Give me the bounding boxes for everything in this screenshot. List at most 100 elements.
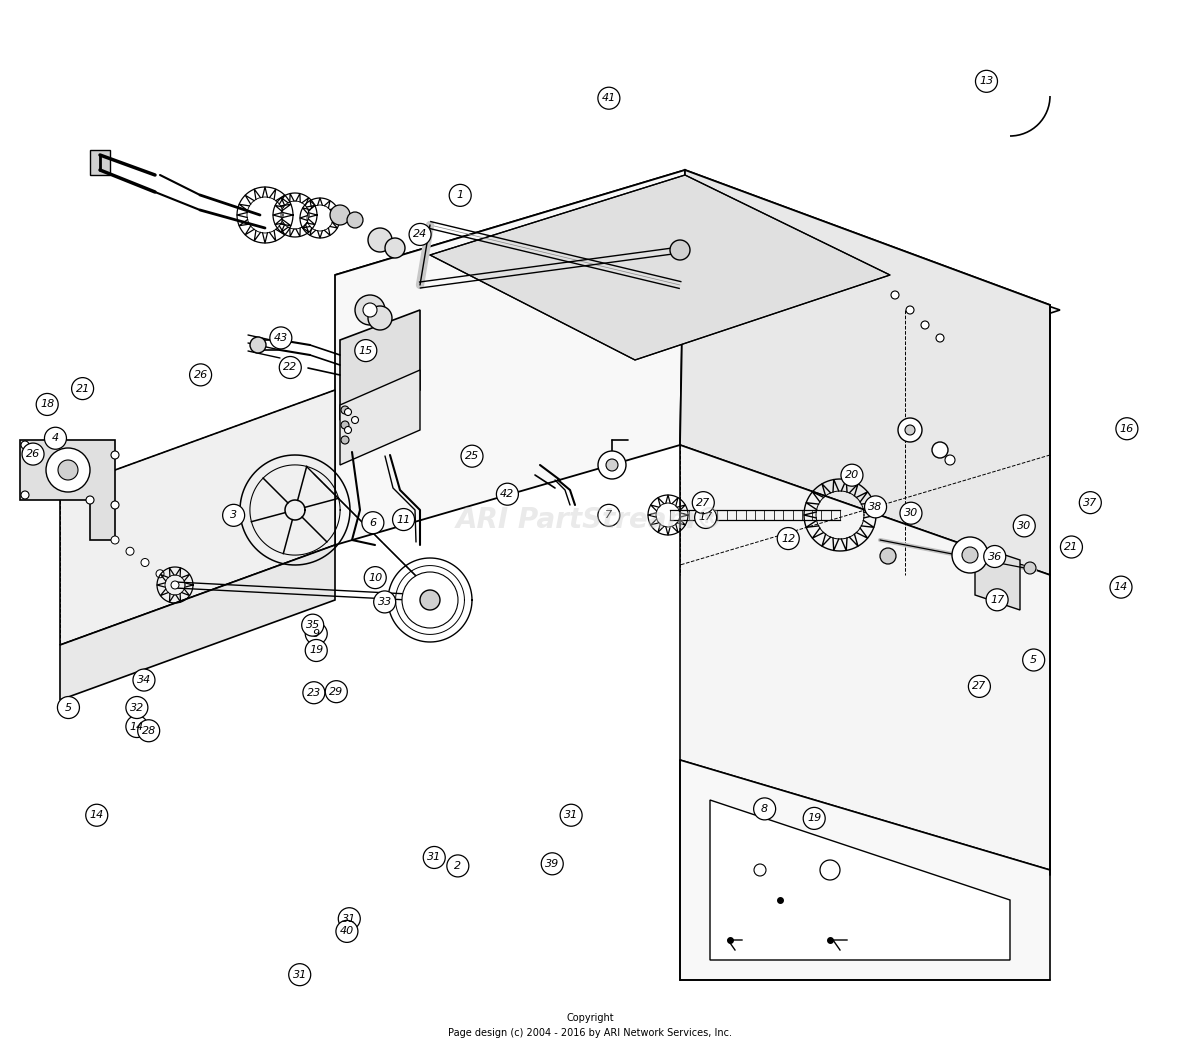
- Polygon shape: [340, 180, 1060, 420]
- Circle shape: [72, 378, 93, 399]
- Circle shape: [984, 546, 1005, 567]
- Polygon shape: [710, 800, 1010, 960]
- Circle shape: [250, 337, 266, 353]
- Polygon shape: [680, 445, 1050, 870]
- Text: 1: 1: [457, 190, 464, 201]
- Circle shape: [385, 238, 405, 258]
- Polygon shape: [975, 545, 1020, 610]
- Text: 38: 38: [868, 502, 883, 512]
- Circle shape: [447, 855, 468, 876]
- Circle shape: [598, 451, 627, 479]
- Circle shape: [156, 570, 164, 578]
- Text: Page design (c) 2004 - 2016 by ARI Network Services, Inc.: Page design (c) 2004 - 2016 by ARI Netwo…: [448, 1027, 732, 1038]
- Circle shape: [111, 536, 119, 544]
- Text: 27: 27: [696, 497, 710, 508]
- Circle shape: [355, 295, 385, 325]
- Text: 15: 15: [359, 345, 373, 356]
- Text: 35: 35: [306, 620, 320, 630]
- Text: 5: 5: [65, 702, 72, 713]
- Text: 32: 32: [130, 702, 144, 713]
- Text: 6: 6: [369, 517, 376, 528]
- Text: 2: 2: [454, 861, 461, 871]
- Circle shape: [1080, 492, 1101, 513]
- Circle shape: [126, 697, 148, 718]
- Text: 21: 21: [76, 383, 90, 394]
- Circle shape: [341, 421, 349, 429]
- Circle shape: [841, 465, 863, 486]
- Circle shape: [497, 484, 518, 505]
- Circle shape: [46, 448, 90, 492]
- Text: Copyright: Copyright: [566, 1013, 614, 1023]
- Polygon shape: [680, 170, 1050, 576]
- Text: 4: 4: [52, 433, 59, 444]
- Text: 5: 5: [1030, 655, 1037, 665]
- Text: 8: 8: [761, 804, 768, 814]
- Circle shape: [86, 805, 107, 826]
- Text: 14: 14: [90, 810, 104, 821]
- Circle shape: [670, 240, 690, 260]
- Polygon shape: [340, 310, 420, 420]
- Circle shape: [598, 505, 620, 526]
- Circle shape: [542, 853, 563, 874]
- Circle shape: [1024, 562, 1036, 574]
- Circle shape: [339, 908, 360, 929]
- Polygon shape: [335, 170, 686, 545]
- Circle shape: [754, 864, 766, 876]
- Polygon shape: [335, 170, 1050, 415]
- Polygon shape: [680, 760, 1050, 980]
- Circle shape: [302, 615, 323, 636]
- Text: 11: 11: [396, 514, 411, 525]
- Circle shape: [133, 670, 155, 691]
- Circle shape: [352, 416, 359, 423]
- Circle shape: [289, 964, 310, 985]
- Circle shape: [1116, 418, 1138, 439]
- Circle shape: [820, 860, 840, 880]
- Circle shape: [140, 559, 149, 566]
- Text: 7: 7: [605, 510, 612, 521]
- Circle shape: [223, 505, 244, 526]
- Polygon shape: [20, 440, 114, 540]
- Circle shape: [865, 496, 886, 517]
- Circle shape: [936, 334, 944, 342]
- Circle shape: [368, 306, 392, 329]
- Text: 36: 36: [988, 551, 1002, 562]
- Circle shape: [368, 228, 392, 252]
- Circle shape: [880, 548, 896, 564]
- Text: 14: 14: [1114, 582, 1128, 592]
- Circle shape: [45, 428, 66, 449]
- Text: 26: 26: [194, 370, 208, 380]
- Text: 42: 42: [500, 489, 514, 499]
- Circle shape: [280, 357, 301, 378]
- Text: 37: 37: [1083, 497, 1097, 508]
- Circle shape: [138, 720, 159, 741]
- Text: 16: 16: [1120, 423, 1134, 434]
- Text: 20: 20: [845, 470, 859, 480]
- Circle shape: [171, 581, 179, 589]
- Circle shape: [976, 71, 997, 92]
- Text: 28: 28: [142, 725, 156, 736]
- Circle shape: [58, 697, 79, 718]
- Text: 40: 40: [340, 926, 354, 937]
- Circle shape: [393, 509, 414, 530]
- Text: 17: 17: [990, 595, 1004, 605]
- Circle shape: [905, 425, 915, 435]
- Circle shape: [560, 805, 582, 826]
- Text: 26: 26: [26, 449, 40, 459]
- Text: 34: 34: [137, 675, 151, 685]
- Circle shape: [374, 591, 395, 612]
- Circle shape: [37, 394, 58, 415]
- Circle shape: [363, 303, 376, 317]
- Circle shape: [355, 340, 376, 361]
- Text: 31: 31: [564, 810, 578, 821]
- Text: 27: 27: [972, 681, 986, 692]
- Text: 21: 21: [1064, 542, 1079, 552]
- Text: 30: 30: [1017, 521, 1031, 531]
- Circle shape: [126, 716, 148, 737]
- Circle shape: [424, 847, 445, 868]
- Circle shape: [22, 444, 44, 465]
- Polygon shape: [60, 545, 335, 700]
- Text: 19: 19: [807, 813, 821, 824]
- Polygon shape: [340, 370, 420, 465]
- Circle shape: [693, 492, 714, 513]
- Circle shape: [1023, 649, 1044, 671]
